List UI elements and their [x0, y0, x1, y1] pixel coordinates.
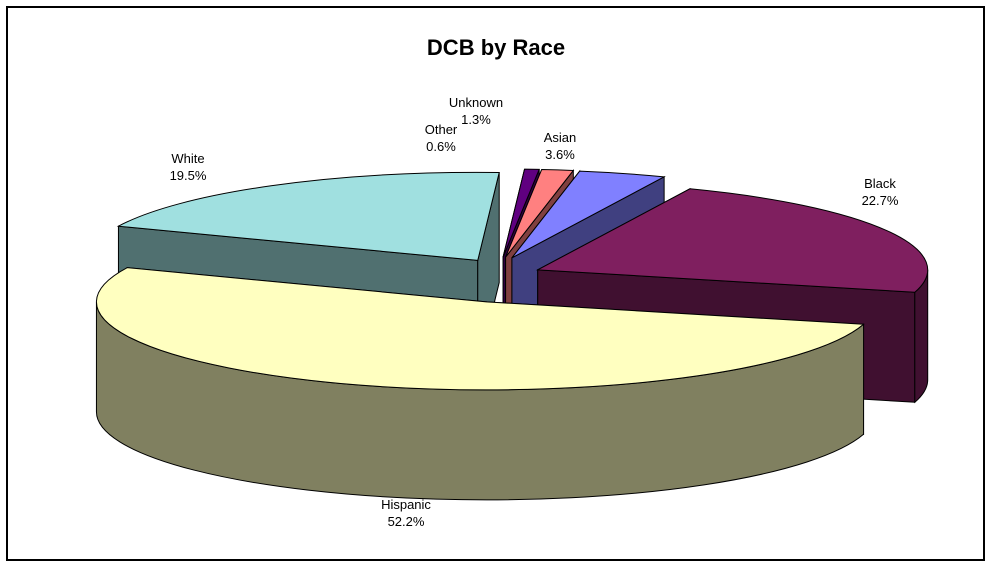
label-black-value: 22.7% [862, 193, 899, 208]
slice-white-top [116, 171, 500, 261]
pie-slices [95, 168, 929, 501]
chart-title: DCB by Race [427, 35, 565, 60]
label-other-name: Other [425, 122, 458, 137]
label-black-name: Black [864, 176, 896, 191]
label-white: White 19.5% [170, 151, 207, 183]
slice-asian-top [511, 170, 666, 259]
label-unknown-value: 1.3% [461, 112, 491, 127]
slice-unknown-top [505, 168, 575, 258]
label-black: Black 22.7% [862, 176, 899, 208]
label-white-name: White [171, 151, 204, 166]
pie-labels: Asian 3.6% Black 22.7% Hispanic 52.2% White 19.… [170, 95, 899, 529]
label-unknown: Unknown 1.3% [449, 95, 503, 127]
label-asian-name: Asian [544, 130, 577, 145]
label-asian: Asian 3.6% [544, 130, 577, 162]
label-other-value: 0.6% [426, 139, 456, 154]
slice-other-top [502, 168, 540, 258]
label-white-value: 19.5% [170, 168, 207, 183]
slice-hispanic [95, 267, 865, 501]
slice-black-top [535, 188, 929, 293]
label-other: Other 0.6% [425, 122, 458, 154]
label-asian-value: 3.6% [545, 147, 575, 162]
label-hispanic-value: 52.2% [388, 514, 425, 529]
label-hispanic: Hispanic 52.2% [381, 497, 431, 529]
label-hispanic-name: Hispanic [381, 497, 431, 512]
label-unknown-name: Unknown [449, 95, 503, 110]
slice-hispanic-top [96, 267, 865, 391]
